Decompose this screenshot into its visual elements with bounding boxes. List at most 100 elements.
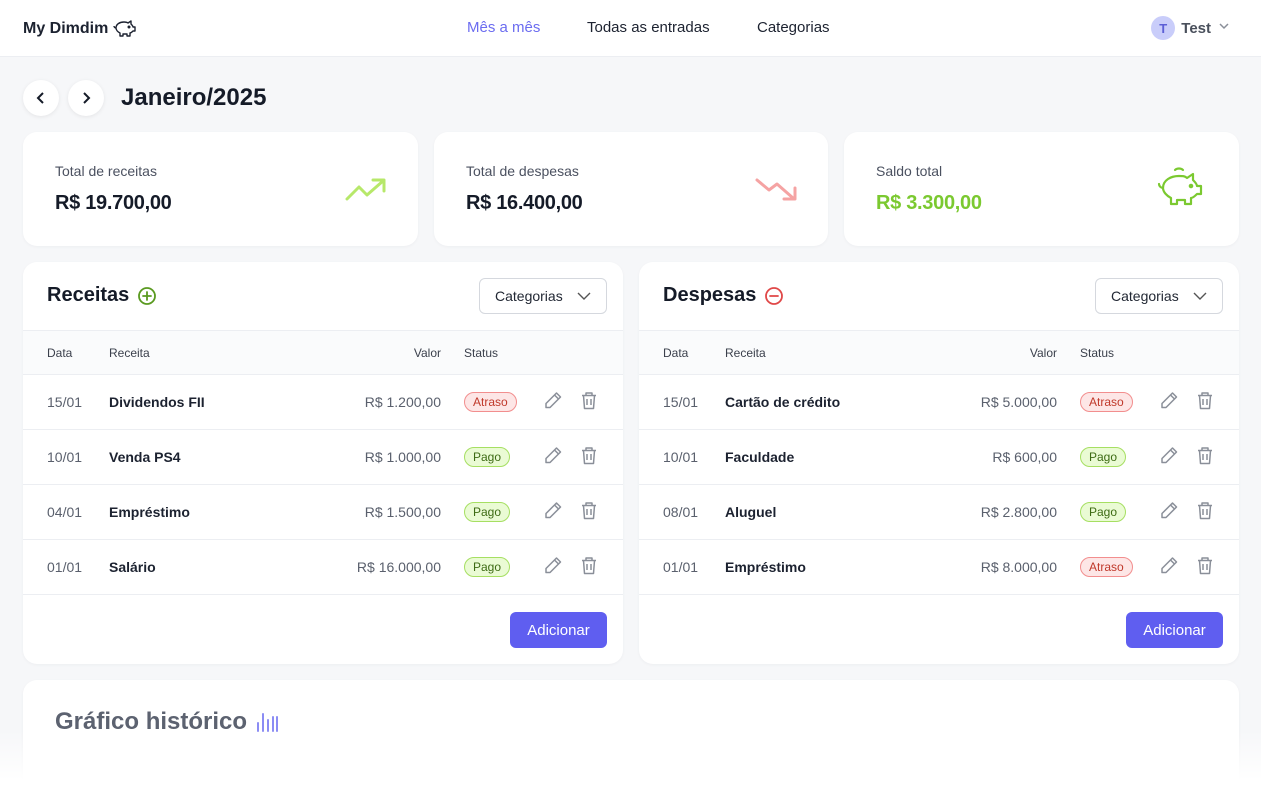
edit-icon[interactable] bbox=[1159, 556, 1179, 579]
header-status: Status bbox=[464, 345, 499, 360]
row-status: Pago bbox=[464, 447, 511, 467]
table-row: 08/01 Aluguel R$ 2.800,00 Pago bbox=[639, 485, 1239, 540]
piggy-bank-icon bbox=[112, 17, 138, 41]
table-header: Data Receita Valor Status bbox=[639, 330, 1239, 375]
main-nav: Mês a mês Todas as entradas Categorias bbox=[0, 19, 1261, 39]
remove-circle-icon[interactable] bbox=[764, 286, 784, 306]
trash-icon[interactable] bbox=[580, 391, 598, 414]
table-row: 10/01 Venda PS4 R$ 1.000,00 Pago bbox=[23, 430, 623, 485]
income-panel-title: Receitas bbox=[47, 284, 157, 307]
trash-icon[interactable] bbox=[1196, 391, 1214, 414]
user-name: Test bbox=[1181, 19, 1211, 37]
trash-icon[interactable] bbox=[1196, 501, 1214, 524]
row-date: 01/01 bbox=[47, 559, 83, 575]
income-summary-card: Total de receitas R$ 19.700,00 bbox=[23, 132, 418, 246]
row-status: Pago bbox=[464, 502, 511, 522]
app-name: My Dimdim bbox=[23, 20, 109, 37]
nav-categories[interactable]: Categorias bbox=[757, 19, 830, 36]
edit-icon[interactable] bbox=[543, 446, 563, 469]
row-date: 15/01 bbox=[47, 394, 83, 410]
trash-icon[interactable] bbox=[580, 501, 598, 524]
expense-panel-title: Despesas bbox=[663, 284, 784, 307]
row-value: R$ 1.200,00 bbox=[364, 394, 441, 410]
income-table: Data Receita Valor Status 15/01 Dividendo… bbox=[23, 330, 623, 595]
trash-icon[interactable] bbox=[580, 556, 598, 579]
trash-icon[interactable] bbox=[1196, 446, 1214, 469]
table-row: 15/01 Cartão de crédito R$ 5.000,00 Atraso bbox=[639, 375, 1239, 430]
chevron-down-icon bbox=[1193, 292, 1207, 300]
row-status: Atraso bbox=[464, 392, 517, 412]
balance-summary-card: Saldo total R$ 3.300,00 bbox=[844, 132, 1239, 246]
income-total-label: Total de receitas bbox=[55, 163, 157, 179]
edit-icon[interactable] bbox=[1159, 446, 1179, 469]
expense-table: Data Receita Valor Status 15/01 Cartão de… bbox=[639, 330, 1239, 595]
expense-summary-card: Total de despesas R$ 16.400,00 bbox=[434, 132, 828, 246]
row-value: R$ 2.800,00 bbox=[980, 504, 1057, 520]
status-badge: Pago bbox=[464, 557, 511, 577]
brand[interactable]: My Dimdim bbox=[23, 17, 138, 41]
next-month-button[interactable] bbox=[68, 80, 104, 116]
row-date: 15/01 bbox=[663, 394, 699, 410]
chevron-right-icon bbox=[83, 92, 91, 104]
trending-up-icon bbox=[345, 178, 386, 201]
nav-month[interactable]: Mês a mês bbox=[467, 19, 541, 36]
status-badge: Pago bbox=[1080, 502, 1127, 522]
edit-icon[interactable] bbox=[543, 501, 563, 524]
expense-add-button[interactable]: Adicionar bbox=[1126, 612, 1223, 648]
status-badge: Atraso bbox=[1080, 392, 1133, 412]
row-value: R$ 600,00 bbox=[992, 449, 1057, 465]
trending-down-icon bbox=[755, 178, 797, 201]
edit-icon[interactable] bbox=[543, 556, 563, 579]
header-date: Data bbox=[47, 345, 73, 360]
expense-category-select[interactable]: Categorias bbox=[1095, 278, 1223, 314]
chevron-down-icon bbox=[577, 292, 591, 300]
income-category-select-label: Categorias bbox=[495, 288, 563, 304]
row-date: 10/01 bbox=[663, 449, 699, 465]
income-category-select[interactable]: Categorias bbox=[479, 278, 607, 314]
row-date: 08/01 bbox=[663, 504, 699, 520]
piggy-bank-icon bbox=[1157, 167, 1203, 206]
table-row: 01/01 Salário R$ 16.000,00 Pago bbox=[23, 540, 623, 595]
row-name: Venda PS4 bbox=[109, 449, 181, 465]
row-name: Empréstimo bbox=[725, 559, 806, 575]
header-value: Valor bbox=[413, 345, 441, 360]
header-status: Status bbox=[1080, 345, 1115, 360]
row-status: Pago bbox=[464, 557, 511, 577]
balance-total-label: Saldo total bbox=[876, 163, 943, 179]
status-badge: Pago bbox=[1080, 447, 1127, 467]
edit-icon[interactable] bbox=[1159, 391, 1179, 414]
trash-icon[interactable] bbox=[1196, 556, 1214, 579]
row-name: Faculdade bbox=[725, 449, 795, 465]
expense-category-select-label: Categorias bbox=[1111, 288, 1179, 304]
user-menu[interactable]: T Test bbox=[1151, 16, 1231, 40]
expense-panel: Despesas Categorias Data Receita Valor S… bbox=[639, 262, 1239, 664]
edit-icon[interactable] bbox=[543, 391, 563, 414]
row-value: R$ 1.500,00 bbox=[364, 504, 441, 520]
chevron-left-icon bbox=[36, 92, 44, 104]
header-value: Valor bbox=[1029, 345, 1057, 360]
row-date: 04/01 bbox=[47, 504, 83, 520]
edit-icon[interactable] bbox=[1159, 501, 1179, 524]
avatar: T bbox=[1151, 16, 1176, 40]
table-row: 04/01 Empréstimo R$ 1.500,00 Pago bbox=[23, 485, 623, 540]
income-add-button[interactable]: Adicionar bbox=[510, 612, 607, 648]
chevron-down-icon bbox=[1217, 19, 1231, 38]
month-title: Janeiro/2025 bbox=[121, 84, 267, 111]
status-badge: Atraso bbox=[464, 392, 517, 412]
table-row: 10/01 Faculdade R$ 600,00 Pago bbox=[639, 430, 1239, 485]
top-navbar: My Dimdim Mês a mês Todas as entradas Ca… bbox=[0, 0, 1261, 57]
row-name: Aluguel bbox=[725, 504, 777, 520]
prev-month-button[interactable] bbox=[23, 80, 59, 116]
income-total-value: R$ 19.700,00 bbox=[55, 192, 172, 214]
row-value: R$ 16.000,00 bbox=[356, 559, 441, 575]
bar-chart-icon bbox=[257, 713, 279, 732]
row-name: Cartão de crédito bbox=[725, 394, 841, 410]
table-row: 15/01 Dividendos FII R$ 1.200,00 Atraso bbox=[23, 375, 623, 430]
nav-all-entries[interactable]: Todas as entradas bbox=[587, 19, 710, 36]
row-name: Salário bbox=[109, 559, 156, 575]
balance-total-value: R$ 3.300,00 bbox=[876, 192, 982, 214]
trash-icon[interactable] bbox=[580, 446, 598, 469]
add-circle-icon[interactable] bbox=[137, 286, 157, 306]
row-name: Dividendos FII bbox=[109, 394, 205, 410]
row-value: R$ 1.000,00 bbox=[364, 449, 441, 465]
